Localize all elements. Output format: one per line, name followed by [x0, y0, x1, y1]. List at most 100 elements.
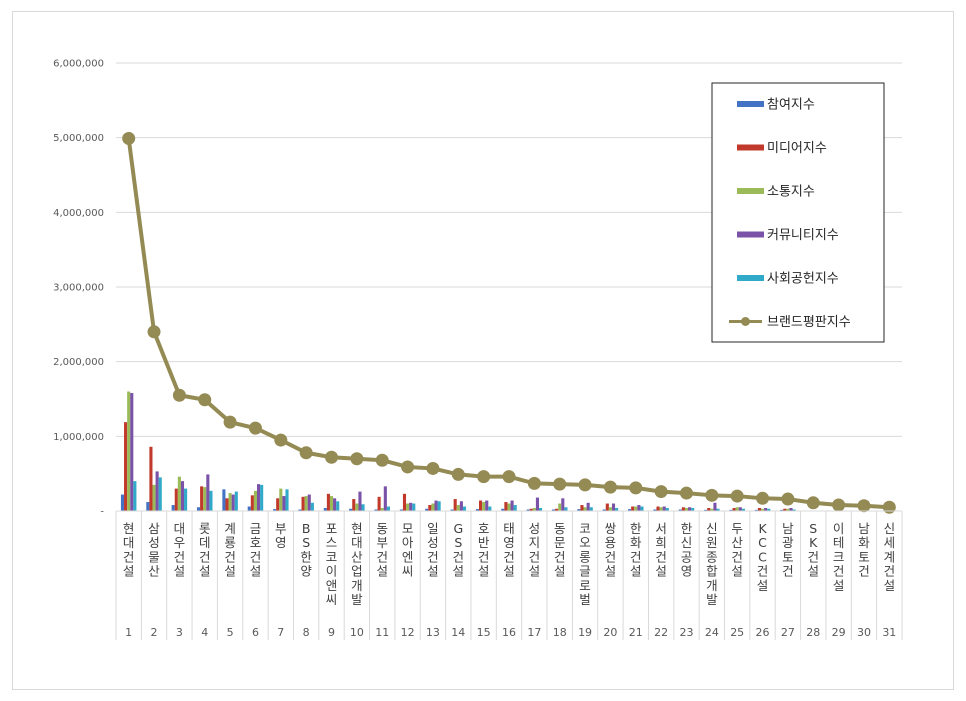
- line-point: [629, 481, 643, 495]
- bar-4: [611, 503, 616, 511]
- y-tick-label: 5,000,000: [53, 133, 104, 144]
- line-point: [299, 446, 313, 460]
- bar-5: [640, 506, 644, 511]
- line-point: [781, 492, 795, 506]
- bar-2: [301, 496, 305, 511]
- line-point: [172, 388, 186, 402]
- bar-2: [453, 499, 457, 511]
- bar-1: [196, 507, 201, 511]
- bar-2: [783, 508, 787, 511]
- bar-4: [738, 507, 742, 511]
- bar-3: [735, 507, 739, 511]
- line-point: [401, 460, 415, 474]
- rank-label: 21: [629, 626, 643, 639]
- legend-swatch: [737, 188, 764, 194]
- bar-3: [634, 506, 638, 511]
- rank-label: 7: [277, 626, 284, 639]
- bar-5: [564, 507, 568, 511]
- bar-1: [577, 509, 581, 511]
- rank-label: 10: [350, 626, 364, 639]
- bar-3: [532, 508, 536, 511]
- bar-2: [504, 502, 508, 511]
- bar-2: [149, 446, 153, 511]
- bar-4: [155, 471, 159, 511]
- bar-1: [780, 509, 784, 511]
- bar-3: [329, 496, 334, 511]
- bar-4: [434, 500, 438, 511]
- bar-5: [437, 501, 441, 511]
- bar-5: [539, 508, 543, 511]
- bar-3: [253, 490, 258, 511]
- legend-marker: [741, 317, 750, 326]
- bar-5: [513, 505, 517, 511]
- bar-3: [431, 503, 435, 511]
- bar-2: [529, 508, 533, 511]
- bar-4: [206, 474, 210, 511]
- bar-5: [792, 509, 796, 511]
- line-point: [578, 478, 592, 492]
- bar-2: [250, 495, 254, 511]
- bar-1: [349, 508, 353, 511]
- bar-2: [200, 486, 204, 511]
- bar-5: [386, 506, 390, 511]
- line-point: [527, 476, 541, 490]
- bar-1: [678, 509, 682, 511]
- bar-4: [180, 481, 185, 511]
- bar-5: [234, 491, 238, 511]
- bar-5: [361, 504, 365, 511]
- rank-label: 12: [401, 626, 415, 639]
- bar-2: [580, 505, 584, 511]
- line-point: [654, 485, 668, 499]
- bar-5: [691, 508, 695, 511]
- legend-label: 커뮤니티지수: [767, 228, 839, 243]
- bar-2: [428, 505, 432, 511]
- line-series: [122, 131, 896, 514]
- rank-label: 5: [227, 626, 234, 639]
- bar-3: [177, 476, 181, 511]
- rank-label: 4: [201, 626, 208, 639]
- bar-3: [279, 488, 283, 511]
- bar-4: [535, 497, 540, 511]
- rank-label: 1: [125, 626, 132, 639]
- bar-4: [637, 505, 641, 511]
- rank-label: 27: [781, 626, 795, 639]
- line-point: [122, 131, 136, 145]
- bar-1: [475, 509, 479, 511]
- bar-5: [336, 501, 340, 511]
- bar-3: [684, 508, 689, 511]
- bar-4: [231, 494, 235, 511]
- line-point: [426, 461, 440, 475]
- bar-2: [555, 508, 559, 511]
- bars: [120, 391, 898, 511]
- line-point: [198, 393, 212, 407]
- bar-1: [298, 509, 302, 511]
- bar-1: [754, 509, 758, 511]
- bar-4: [333, 498, 337, 511]
- bar-2: [478, 500, 483, 511]
- rank-label: 2: [151, 626, 158, 639]
- line-point: [553, 477, 567, 491]
- rank-label: 23: [679, 626, 693, 639]
- rank-label: 17: [527, 626, 541, 639]
- bar-3: [304, 496, 308, 511]
- bar-3: [786, 508, 790, 511]
- bar-3: [456, 505, 460, 511]
- bar-1: [146, 502, 150, 511]
- legend-label: 사회공헌지수: [767, 272, 839, 287]
- bar-1: [171, 505, 175, 511]
- bar-2: [276, 498, 280, 511]
